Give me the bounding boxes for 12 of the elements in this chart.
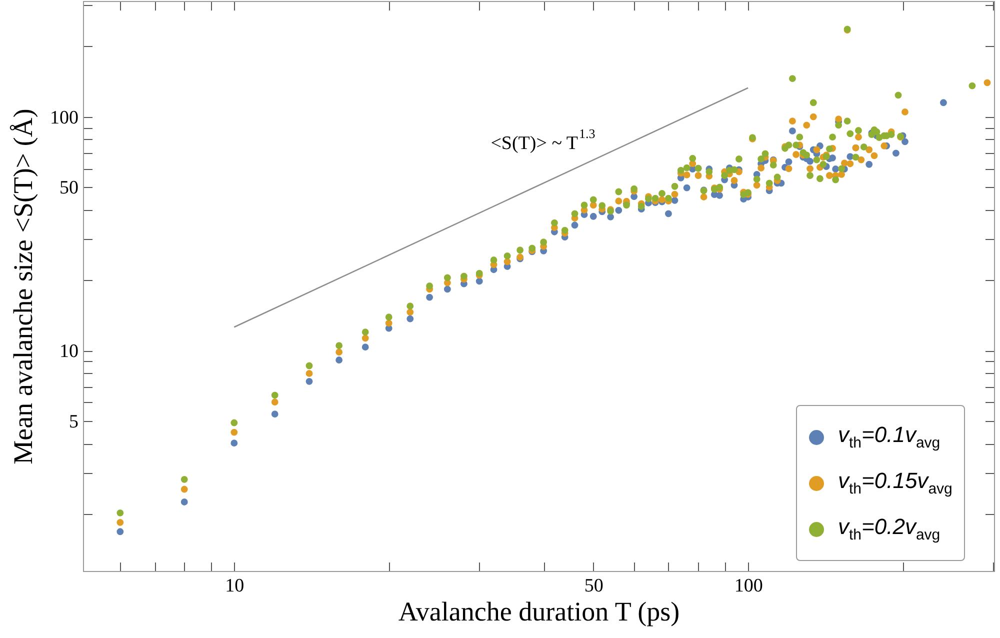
x-axis-title: Avalanche duration T (ps)	[398, 596, 680, 626]
y-tick-label: 100	[50, 107, 78, 128]
x-tick-label: 100	[734, 576, 763, 596]
legend-label: v$_{th}$=0.2v$_{avg}$	[838, 514, 940, 544]
x-tick-label: 50	[584, 576, 604, 596]
y-tick-label: 10	[60, 341, 78, 362]
x-tick-label: 10	[225, 576, 244, 596]
y-tick-label: 50	[60, 178, 78, 199]
y-tick-label: 5	[69, 411, 78, 432]
y-axis-title: Mean avalanche size <S(T)> (Å)	[8, 108, 38, 464]
legend-label: v$_{th}$=0.1v$_{avg}$	[838, 422, 940, 452]
legend-label: v$_{th}$=0.15v$_{avg}$	[838, 468, 952, 498]
